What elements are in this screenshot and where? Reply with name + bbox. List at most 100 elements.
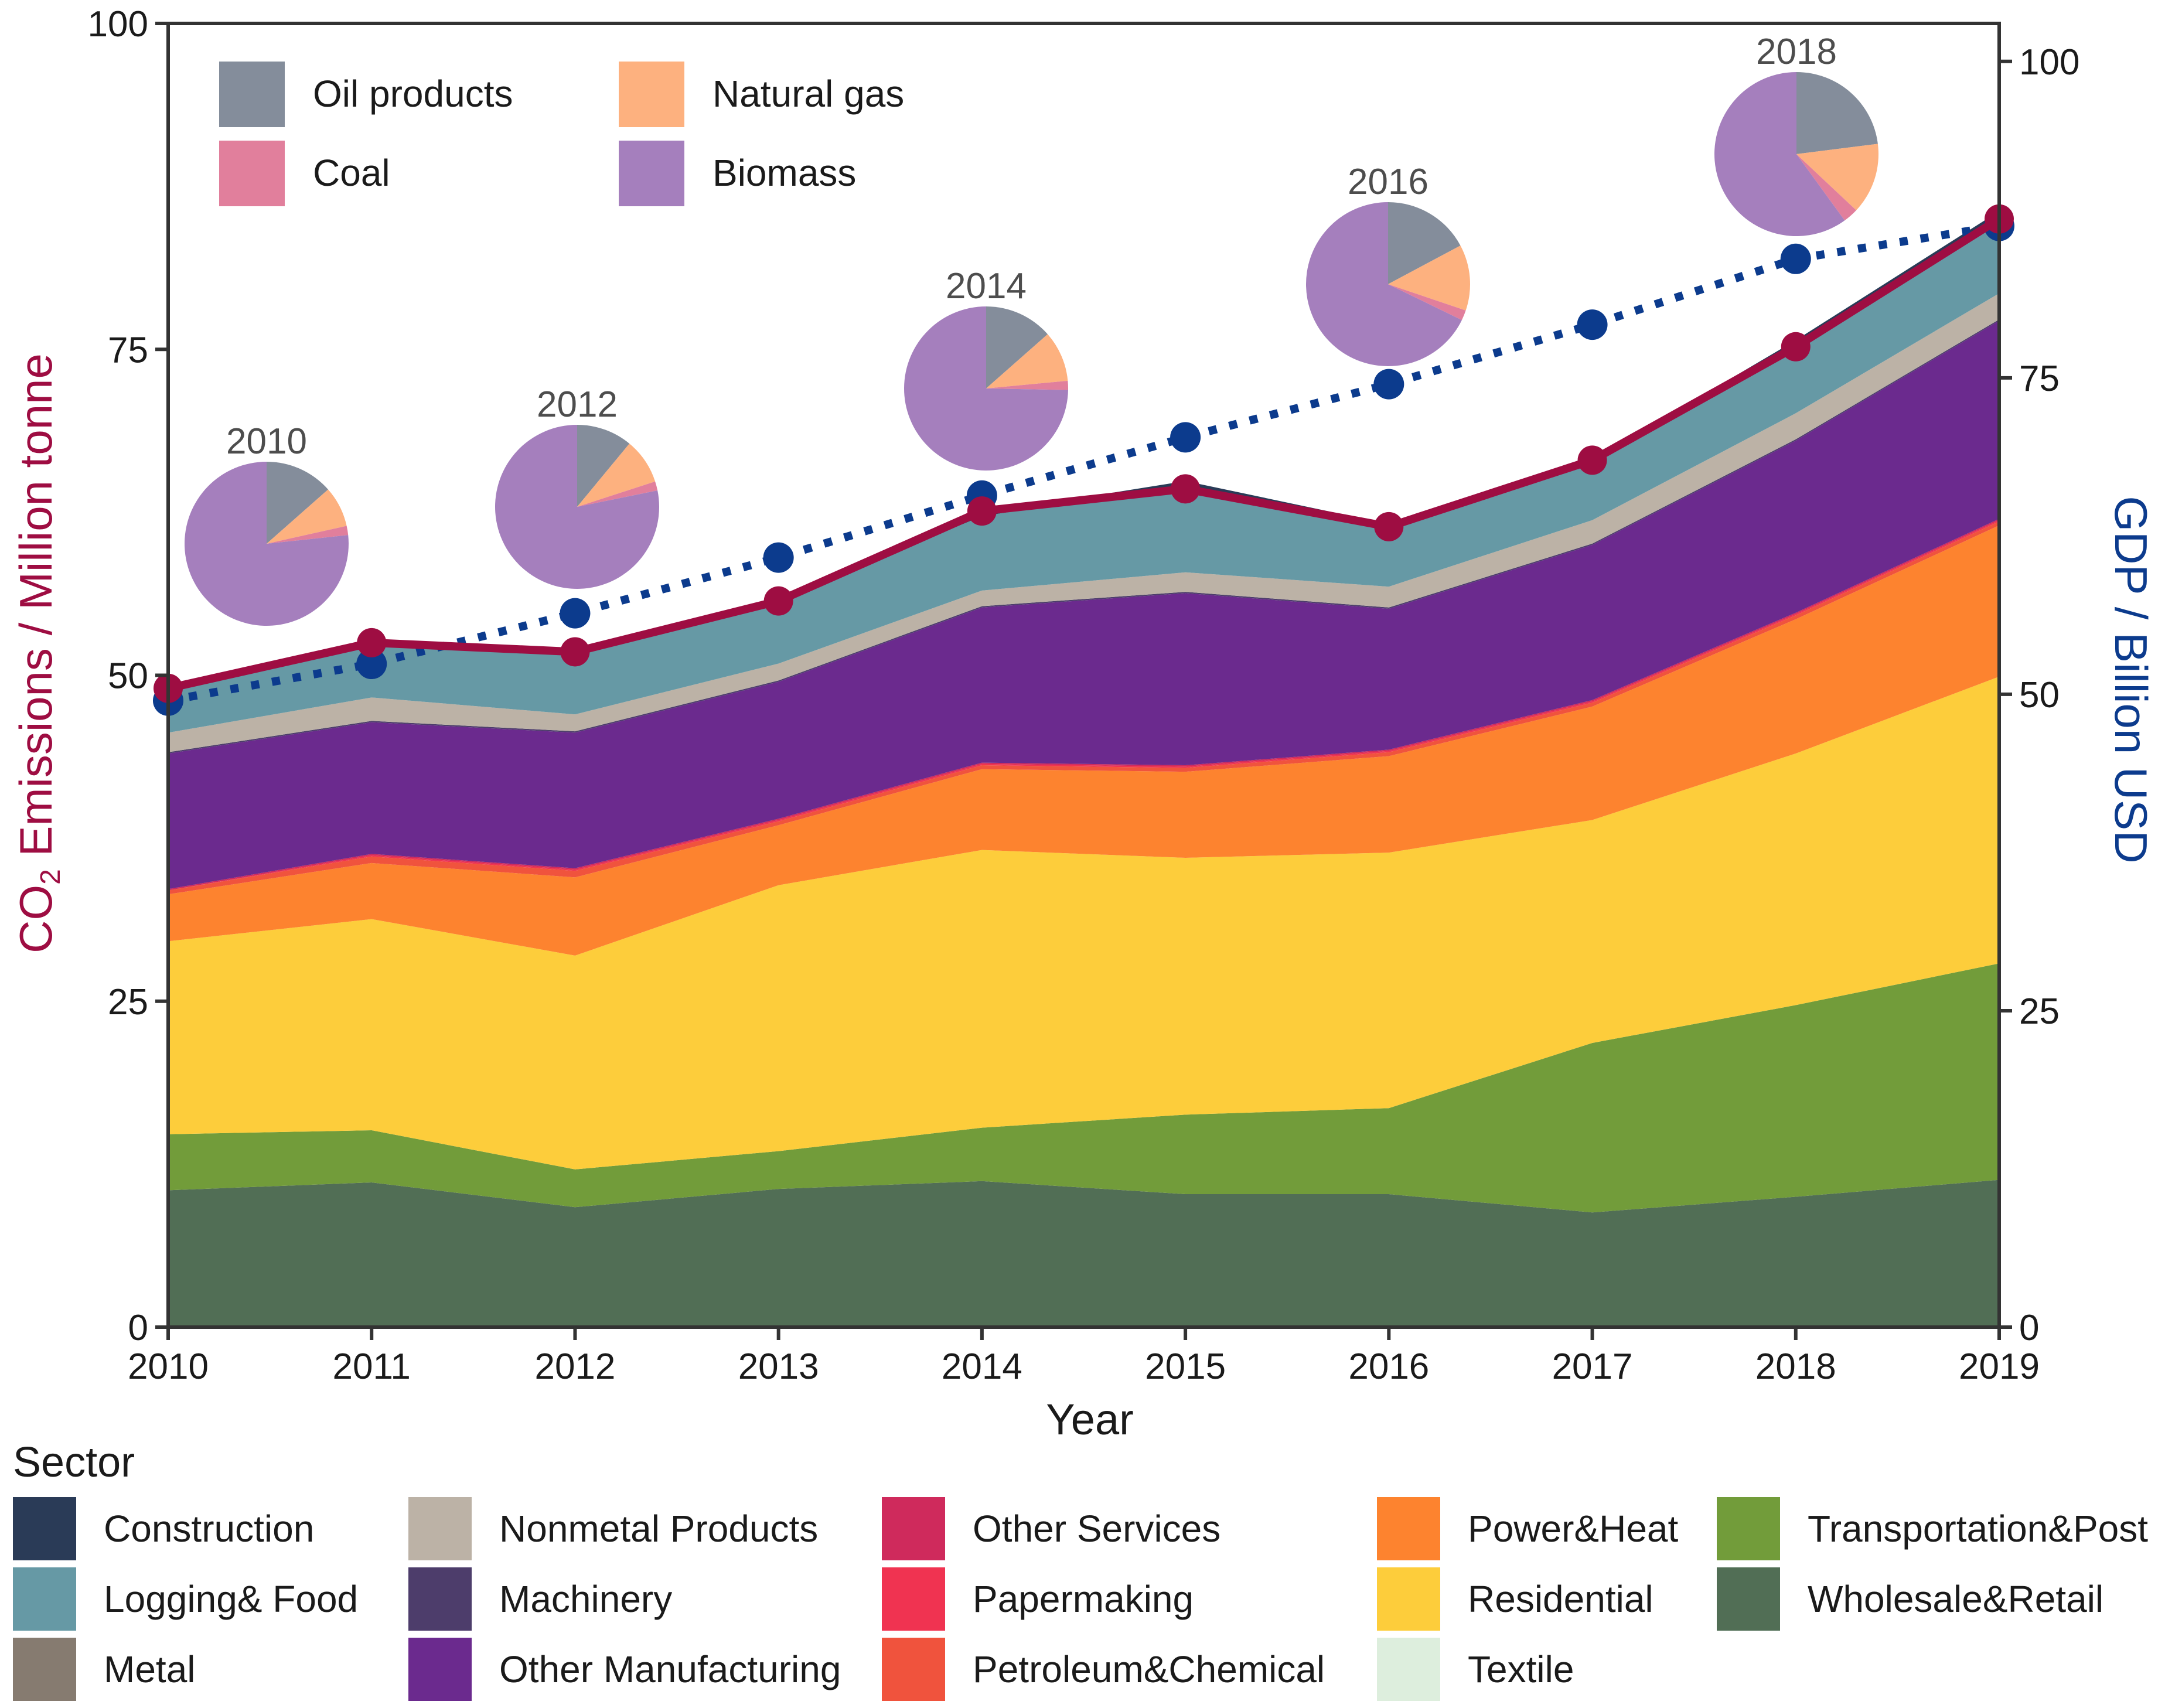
sector-legend-title: Sector: [13, 1439, 135, 1486]
total-emissions-point-2017: [1577, 445, 1607, 475]
pie-2010-slice-oil-products: [267, 462, 329, 544]
sector-legend-swatch-wholesale-retail: [1717, 1567, 1780, 1631]
pie-2010-slice-coal: [267, 526, 349, 544]
pie-2010-label: 2010: [226, 421, 307, 462]
sector-legend-swatch-transportation-post: [1717, 1497, 1780, 1560]
pie-2010-slice-biomass: [184, 462, 349, 626]
area-residential: [168, 676, 1999, 1170]
total-emissions-point-2012: [560, 637, 590, 667]
sector-legend-swatch-other-manufacturing: [408, 1638, 472, 1701]
sector-legend-label-textile: Textile: [1468, 1648, 1574, 1690]
left-tick-label-0: 0: [128, 1308, 148, 1348]
sector-legend-label-other-services: Other Services: [973, 1508, 1220, 1550]
energy-legend-label-oil-products: Oil products: [313, 73, 513, 115]
left-axis-title-main: CO: [10, 885, 62, 953]
pie-2016-slice-coal: [1388, 284, 1466, 321]
total-emissions-series: [154, 204, 2014, 703]
total-emissions-point-2011: [357, 628, 387, 657]
sector-legend-swatch-papermaking: [882, 1567, 945, 1631]
area-nonmetal-products: [168, 293, 1999, 752]
pie-2012-slice-biomass: [495, 425, 659, 589]
pie-2014-slice-natural-gas: [986, 334, 1068, 388]
sector-legend-swatch-nonmetal-products: [408, 1497, 472, 1560]
gdp-point-2012: [560, 598, 591, 629]
x-tick-label-2012: 2012: [534, 1346, 615, 1387]
right-tick-label-50: 50: [2019, 675, 2060, 715]
total-emissions-point-2018: [1781, 332, 1811, 362]
sector-legend-label-transportation-post: Transportation&Post: [1808, 1508, 2148, 1550]
sector-legend-label-petroleum-chemical: Petroleum&Chemical: [973, 1648, 1325, 1690]
sector-legend: Construction Logging& Food Metal Nonmetal P…: [13, 1497, 2148, 1701]
sector-legend-swatch-residential: [1377, 1567, 1440, 1631]
sector-legend-label-power-heat: Power&Heat: [1468, 1508, 1679, 1550]
pie-2014-label: 2014: [946, 266, 1027, 306]
x-tick-label-2017: 2017: [1552, 1346, 1633, 1387]
sector-legend-label-residential: Residential: [1468, 1578, 1653, 1620]
area-transportation-post: [168, 963, 1999, 1213]
pie-2018-label: 2018: [1756, 32, 1837, 72]
pie-2016-slice-biomass: [1306, 202, 1462, 366]
area-other-manufacturing: [168, 321, 1999, 889]
x-tick-label-2014: 2014: [942, 1346, 1022, 1387]
pie-2016-label: 2016: [1348, 162, 1428, 202]
sector-legend-label-metal: Metal: [104, 1648, 196, 1690]
left-tick-label-50: 50: [108, 656, 148, 697]
pie-2012-slice-coal: [577, 481, 658, 507]
pie-2018-slice-coal: [1796, 154, 1857, 221]
left-tick-label-75: 75: [108, 330, 148, 370]
energy-legend-label-biomass: Biomass: [712, 152, 856, 194]
total-emissions-point-2015: [1171, 474, 1201, 504]
x-tick-label-2019: 2019: [1959, 1346, 2040, 1387]
right-axis-title: GDP / Billion USD: [2105, 496, 2157, 863]
stacked-areas: [168, 211, 1999, 1327]
sector-legend-swatch-machinery: [408, 1567, 472, 1631]
left-axis-title-rest: Emissions / Million tonne: [10, 353, 62, 869]
sector-legend-swatch-metal: [13, 1638, 76, 1701]
axes: 0 25 50 75 100 0 25 50 75 100 2010 2011 2012 2013 2014…: [88, 4, 2080, 1387]
gdp-point-2015: [1170, 422, 1201, 453]
area-wholesale-retail: [168, 1179, 1999, 1327]
pie-2018-slice-biomass: [1714, 72, 1845, 236]
gdp-point-2013: [763, 542, 794, 573]
sector-legend-label-other-manufacturing: Other Manufacturing: [499, 1648, 841, 1690]
sector-legend-swatch-textile: [1377, 1638, 1440, 1701]
pie-2018-slice-natural-gas: [1796, 144, 1878, 210]
pie-2014-slice-oil-products: [986, 306, 1048, 388]
sector-legend-swatch-petroleum-chemical: [882, 1638, 945, 1701]
sector-legend-label-wholesale-retail: Wholesale&Retail: [1808, 1578, 2103, 1620]
pie-2016-slice-oil-products: [1388, 202, 1461, 284]
sector-legend-label-logging-food: Logging& Food: [104, 1578, 358, 1620]
sector-legend-label-papermaking: Papermaking: [973, 1578, 1194, 1620]
pie-2014-slice-biomass: [904, 306, 1068, 471]
sector-legend-swatch-other-services: [882, 1497, 945, 1560]
energy-legend: Oil products Natural gas Coal Biomass: [219, 62, 904, 206]
right-tick-label-0: 0: [2019, 1308, 2039, 1348]
total-emissions-line: [167, 215, 2002, 693]
pie-2016-slice-natural-gas: [1388, 246, 1470, 311]
total-emissions-point-2014: [967, 496, 997, 526]
gdp-point-2017: [1577, 309, 1608, 340]
left-tick-label-25: 25: [108, 982, 148, 1022]
energy-legend-swatch-coal: [219, 141, 285, 206]
sector-legend-label-nonmetal-products: Nonmetal Products: [499, 1508, 818, 1550]
pie-2018-slice-oil-products: [1796, 72, 1878, 154]
gdp-point-2011: [356, 649, 387, 680]
gdp-point-2016: [1373, 369, 1404, 400]
energy-legend-label-coal: Coal: [313, 152, 390, 194]
sector-legend-swatch-logging-food: [13, 1567, 76, 1631]
sector-legend-swatch-power-heat: [1377, 1497, 1440, 1560]
energy-legend-swatch-biomass: [619, 141, 684, 206]
left-axis-title-subscript: 2: [35, 869, 66, 885]
left-axis-title: CO2 Emissions / Million tonne: [10, 353, 66, 953]
energy-pie-charts: 2010 2012 2014 2016 2018: [184, 32, 1878, 626]
x-tick-label-2015: 2015: [1145, 1346, 1226, 1387]
energy-legend-swatch-natural-gas: [619, 62, 684, 127]
gdp-point-2018: [1780, 243, 1811, 274]
right-tick-label-25: 25: [2019, 991, 2060, 1032]
total-emissions-point-2013: [763, 586, 793, 616]
left-tick-label-100: 100: [88, 4, 148, 45]
pie-2012-label: 2012: [537, 384, 618, 425]
pie-2012-slice-natural-gas: [577, 444, 656, 507]
x-tick-label-2011: 2011: [333, 1346, 411, 1387]
